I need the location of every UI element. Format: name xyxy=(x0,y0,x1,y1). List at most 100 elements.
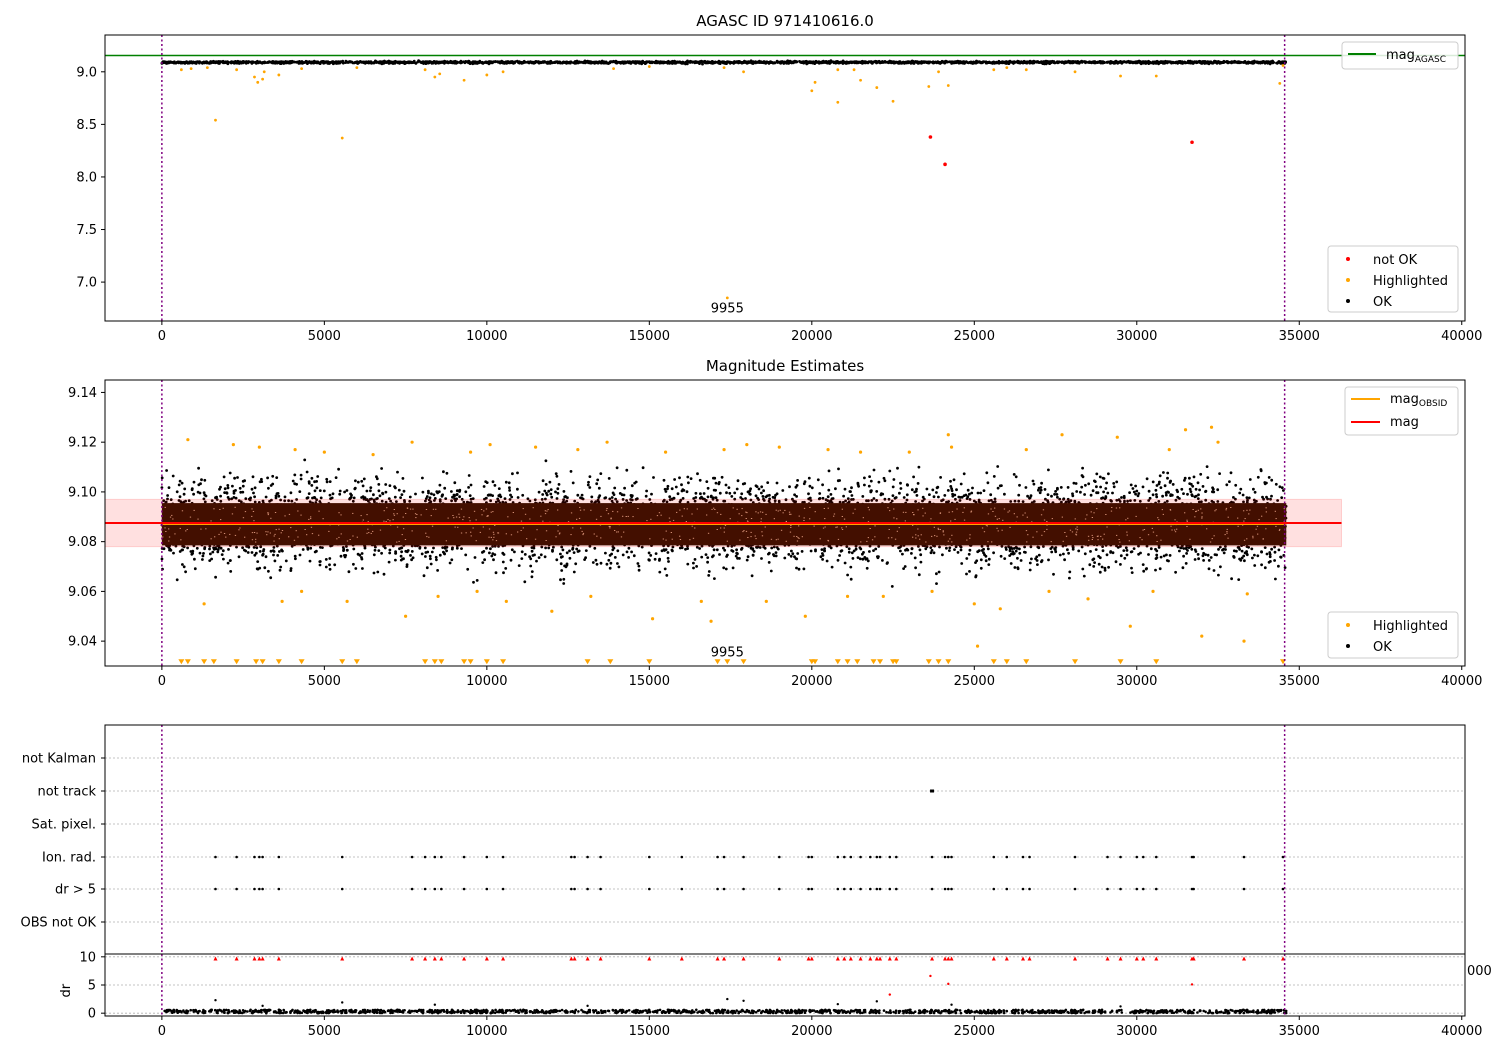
ok-point xyxy=(957,495,961,499)
ok-point xyxy=(808,484,812,488)
ok-point xyxy=(372,61,376,65)
ok-point xyxy=(1098,570,1102,574)
ok-point xyxy=(441,60,445,64)
ok-point xyxy=(791,552,795,556)
ok-point xyxy=(477,61,480,65)
ok-point xyxy=(992,60,996,64)
y-tick-label: 9.0 xyxy=(76,65,97,80)
ok-point xyxy=(160,557,164,561)
ok-point xyxy=(672,60,676,64)
ok-point xyxy=(644,494,648,498)
ok-point xyxy=(504,61,507,65)
ok-point xyxy=(192,492,196,496)
ok-point xyxy=(375,475,378,479)
ok-point xyxy=(231,484,234,488)
ok-point xyxy=(868,550,871,553)
ok-point xyxy=(1017,61,1020,65)
ok-point xyxy=(899,481,902,485)
ok-point xyxy=(1250,547,1254,551)
ok-point xyxy=(238,60,242,64)
ok-point xyxy=(826,61,829,65)
ok-point xyxy=(400,493,404,496)
ok-point xyxy=(1158,474,1162,478)
ok-point xyxy=(483,558,486,562)
ok-point xyxy=(1079,490,1082,494)
ok-point xyxy=(445,471,449,475)
ok-point xyxy=(378,494,382,498)
highlighted-point xyxy=(256,80,260,84)
ok-point xyxy=(1112,485,1116,489)
ok-point xyxy=(974,60,978,64)
ok-point xyxy=(333,60,337,64)
highlighted-point xyxy=(438,72,442,76)
ok-point xyxy=(905,547,909,551)
ok-point xyxy=(804,59,808,63)
ok-point xyxy=(880,60,884,64)
ok-point xyxy=(914,60,918,64)
ok-point xyxy=(180,481,184,485)
ok-point xyxy=(877,480,881,484)
ok-point xyxy=(568,556,572,560)
ok-point xyxy=(464,60,468,63)
ok-point xyxy=(850,60,854,64)
ok-point xyxy=(738,61,742,64)
ok-point xyxy=(1238,491,1242,495)
ok-point xyxy=(285,61,288,65)
ok-point xyxy=(1230,61,1233,65)
ok-point xyxy=(455,60,459,64)
ok-point xyxy=(182,565,186,569)
ok-point xyxy=(953,61,956,64)
ok-point xyxy=(1116,61,1120,65)
highlighted-point xyxy=(501,70,505,74)
ok-point xyxy=(410,61,414,65)
ok-point xyxy=(668,495,672,499)
ok-point xyxy=(1132,547,1136,550)
ok-point xyxy=(417,59,420,63)
ok-point xyxy=(1268,551,1272,554)
legend-swatch-dot xyxy=(1346,257,1350,261)
ok-point xyxy=(528,61,531,64)
ok-point xyxy=(1238,61,1242,65)
ok-point xyxy=(1147,489,1151,493)
ok-point xyxy=(709,61,713,65)
ok-point xyxy=(466,567,470,571)
ok-point xyxy=(925,61,929,64)
ok-point xyxy=(1111,60,1114,64)
ok-point xyxy=(594,558,598,562)
ok-point xyxy=(701,60,705,63)
ok-point xyxy=(208,547,211,551)
ok-point xyxy=(517,564,521,567)
ok-point xyxy=(399,554,403,558)
legend-label: OK xyxy=(1373,295,1392,310)
ok-point xyxy=(764,61,767,65)
ok-point xyxy=(795,60,799,64)
ok-point xyxy=(900,61,904,65)
ok-point xyxy=(464,490,468,494)
ok-point xyxy=(1102,490,1105,494)
ok-point xyxy=(539,553,543,557)
ok-point xyxy=(996,486,1000,490)
legend-swatch-dot xyxy=(1346,299,1350,303)
ok-point xyxy=(1097,562,1101,566)
ok-point xyxy=(408,495,412,499)
highlighted-point xyxy=(722,66,726,69)
ok-point xyxy=(261,553,264,557)
ok-point xyxy=(211,60,215,64)
ok-point xyxy=(568,60,572,64)
ok-point xyxy=(192,480,196,484)
ok-point xyxy=(968,548,972,552)
ok-point xyxy=(860,61,863,65)
ok-point xyxy=(533,60,537,64)
ok-point xyxy=(917,573,921,577)
ok-point xyxy=(1220,61,1224,64)
highlighted-point xyxy=(1005,66,1009,69)
ok-point xyxy=(245,60,249,64)
legend-label: Highlighted xyxy=(1373,274,1448,289)
ok-point xyxy=(648,558,651,562)
ok-point xyxy=(629,60,633,64)
ok-point xyxy=(198,551,202,555)
ok-point xyxy=(941,553,944,557)
ok-point xyxy=(507,481,511,485)
ok-point xyxy=(565,60,569,64)
highlighted-point xyxy=(810,89,814,93)
